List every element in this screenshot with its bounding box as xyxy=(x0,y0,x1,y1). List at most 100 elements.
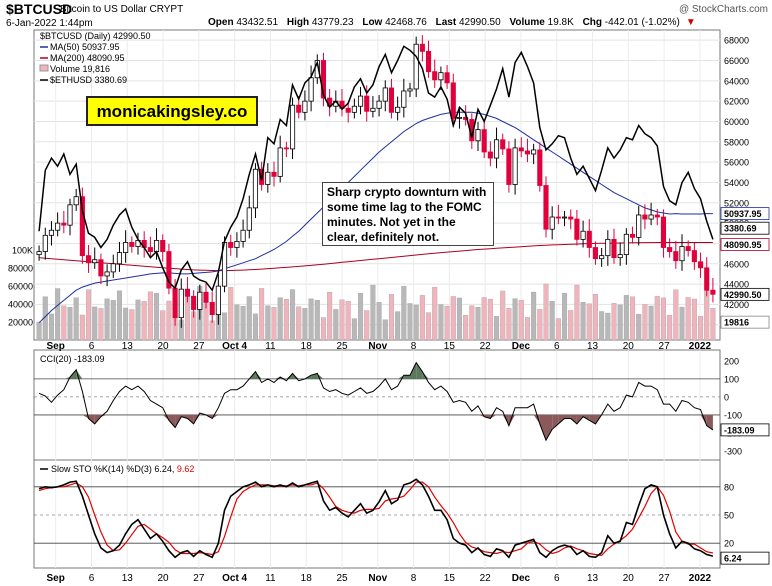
candle-body xyxy=(642,214,648,220)
volume-bar xyxy=(259,288,265,341)
volume-bar xyxy=(290,289,296,341)
price-tick-label: 46000 xyxy=(724,259,749,269)
candle-body xyxy=(425,50,432,73)
candle-body xyxy=(697,261,704,269)
volume-bar xyxy=(116,290,122,341)
volume-bar xyxy=(679,306,685,341)
candle-body xyxy=(209,301,215,315)
stochastic-tick-label: 50 xyxy=(724,511,734,521)
date-tick-label: 20 xyxy=(623,573,635,584)
candle-body xyxy=(636,214,642,238)
badge-ma50: 50937.95 xyxy=(724,209,762,219)
volume-bar xyxy=(61,305,67,341)
date-tick-label: 13 xyxy=(122,573,134,584)
cci-tick-label: 0 xyxy=(724,392,729,402)
volume-bar xyxy=(574,284,580,341)
stochastic-panel-frame xyxy=(33,459,721,569)
volume-bar xyxy=(265,305,271,341)
candle-body xyxy=(73,196,79,206)
volume-bar xyxy=(86,289,92,341)
price-tick-label: 62000 xyxy=(724,97,749,107)
volume-bar xyxy=(55,288,61,341)
volume-bar xyxy=(630,296,636,341)
price-tick-label: 68000 xyxy=(724,36,749,46)
date-tick-label: Oct 4 xyxy=(222,341,247,352)
volume-tick-label: 100K xyxy=(12,246,33,256)
candle-body xyxy=(252,168,259,209)
volume-bar xyxy=(605,312,611,341)
legend-ma200: MA(200) 48090.95 xyxy=(50,53,125,63)
date-tick-label: 11 xyxy=(265,573,276,584)
volume-bar xyxy=(135,299,141,341)
badge-eth-bg xyxy=(720,221,770,235)
price-tick-label: 58000 xyxy=(724,137,749,147)
badge-volume: 19816 xyxy=(724,318,749,328)
volume-bar xyxy=(537,309,543,341)
volume-bar xyxy=(388,294,394,341)
candle-body xyxy=(320,60,327,99)
volume-bar xyxy=(463,315,469,341)
date-tick-label: 27 xyxy=(193,573,205,584)
volume-bar xyxy=(500,290,506,341)
volume-bar xyxy=(660,297,666,341)
candle-body xyxy=(524,150,531,155)
stochastic-tick-label: 80 xyxy=(724,482,734,492)
badge-stochastic: 6.24 xyxy=(724,554,742,564)
candle-body xyxy=(518,147,524,152)
candle-body xyxy=(160,239,166,252)
instrument-name: Bitcoin to US Dollar CRYPT xyxy=(60,4,184,15)
volume-bar xyxy=(580,302,586,341)
volume-bar xyxy=(518,299,524,341)
date-tick-label: 15 xyxy=(444,573,456,584)
quote-summary: Open 43432.51 High 43779.23 Low 42468.76… xyxy=(208,17,696,28)
quote-date: 6-Jan-2022 1:44pm xyxy=(6,18,93,29)
candle-body xyxy=(432,71,438,81)
volume-bar xyxy=(506,308,512,341)
candle-body xyxy=(215,285,221,315)
date-tick-label: 13 xyxy=(587,573,599,584)
date-tick-label: 22 xyxy=(480,341,492,352)
last-label: Last xyxy=(435,17,457,28)
candle-body xyxy=(197,291,203,310)
eth-overlay-line xyxy=(38,45,714,292)
date-tick-label: 25 xyxy=(336,573,348,584)
volume-bar xyxy=(339,299,345,341)
cci-oversold-fill xyxy=(88,414,95,424)
price-tick-label: 54000 xyxy=(724,178,749,188)
volume-bar xyxy=(345,301,351,341)
date-tick-label: 8 xyxy=(411,573,417,584)
stockcharts-credit[interactable]: @ StockCharts.com xyxy=(678,4,768,15)
candle-body xyxy=(153,239,160,252)
volume-tick-label: 20000 xyxy=(8,318,33,328)
candle-body xyxy=(685,246,691,251)
candle-body xyxy=(401,90,407,108)
candle-body xyxy=(586,230,592,248)
volume-bar xyxy=(110,300,116,341)
cci-oversold-fill xyxy=(558,414,565,424)
cci-oversold-fill xyxy=(700,414,707,426)
date-tick-label: 13 xyxy=(587,341,599,352)
volume-label: Volume xyxy=(509,17,545,28)
volume-tick-label: 60000 xyxy=(8,282,33,292)
candle-body xyxy=(61,222,67,226)
cci-overbought-fill xyxy=(416,362,423,379)
cci-overbought-fill xyxy=(63,377,70,379)
price-tick-label: 60000 xyxy=(724,117,749,127)
candle-body xyxy=(85,255,92,264)
cci-oversold-fill xyxy=(508,414,516,426)
volume-bar xyxy=(154,293,160,341)
candle-body xyxy=(487,151,493,159)
volume-bar xyxy=(333,309,339,341)
candle-body xyxy=(172,287,178,319)
candle-body xyxy=(450,82,456,119)
candle-body xyxy=(166,251,172,289)
volume-bar xyxy=(494,316,500,341)
candle-body xyxy=(704,267,710,291)
badge-last-bg xyxy=(720,287,770,301)
volume-bar xyxy=(673,289,679,341)
volume-bar xyxy=(203,303,209,341)
candle-body xyxy=(592,247,599,260)
volume-bar xyxy=(283,298,289,341)
candle-body xyxy=(296,104,302,113)
date-tick-label: Oct 4 xyxy=(222,573,247,584)
